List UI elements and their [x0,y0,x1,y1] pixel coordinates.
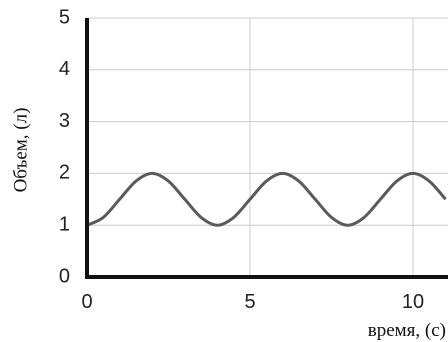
y-tick-labels: 0 1 2 3 4 5 [59,6,70,287]
x-tick-labels: 0 5 10 [81,291,424,313]
axes [85,18,448,279]
y-tick-label-1: 1 [59,213,70,235]
y-tick-label-0: 0 [59,265,70,287]
y-tick-label-5: 5 [59,6,70,28]
grid [87,17,448,277]
x-axis-title: время, (с) [368,320,446,341]
y-tick-label-4: 4 [59,58,70,80]
y-tick-label-3: 3 [59,110,70,132]
y-tick-label-2: 2 [59,162,70,184]
x-tick-label-5: 5 [244,291,255,313]
y-axis-title: Объем, (л) [10,108,31,193]
x-tick-label-10: 10 [402,291,424,313]
series-line-volume [86,171,447,227]
x-tick-label-0: 0 [81,291,92,313]
